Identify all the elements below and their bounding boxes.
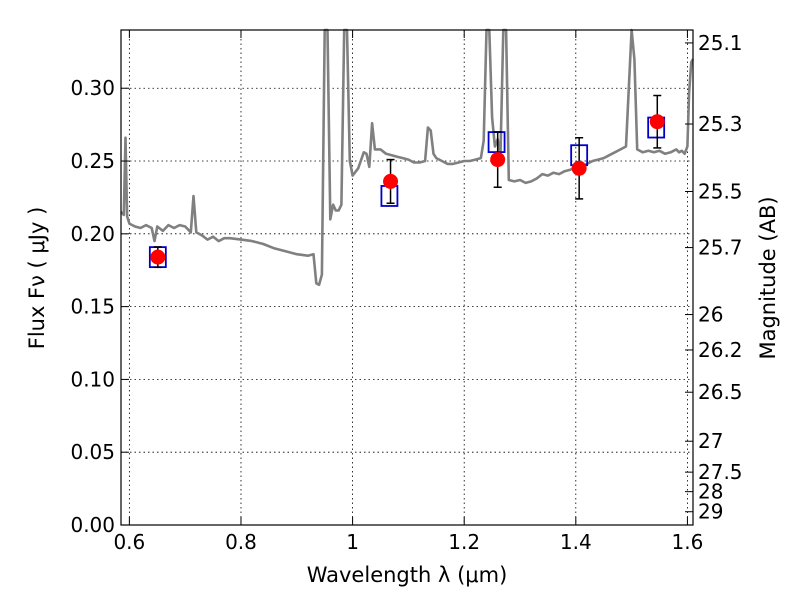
mag-tick-label: 26: [698, 303, 723, 327]
mag-tick-label: 26.2: [698, 338, 743, 362]
mag-tick-label: 25.5: [698, 179, 743, 203]
x-tick-label: 0.8: [225, 530, 257, 554]
x-tick-label: 1.6: [672, 530, 704, 554]
observed-photometry-layer: [150, 94, 665, 269]
x-tick-label: 0.6: [113, 530, 145, 554]
y-tick-label: 0.20: [70, 222, 115, 246]
y-tick-label: 0.30: [70, 76, 115, 100]
y-tick-label: 0.25: [70, 149, 115, 173]
y-tick-label: 0.05: [70, 440, 115, 464]
mag-tick-label: 28: [698, 480, 723, 504]
mag-tick-label: 27: [698, 429, 723, 453]
x-tick-label: 1: [346, 530, 359, 554]
mag-tick-label: 29: [698, 500, 723, 524]
observed-flux-point: [150, 249, 166, 265]
observed-flux-point: [649, 114, 665, 130]
mag-tick-label: 25.1: [698, 31, 743, 55]
observed-flux-point: [571, 160, 587, 176]
mag-tick-label: 25.7: [698, 236, 743, 260]
y-axis-label-left: Flux Fν ( μJy ): [25, 207, 49, 350]
y-tick-label: 0.15: [70, 295, 115, 319]
x-axis-label: Wavelength λ (μm): [307, 563, 508, 587]
model-spectrum-layer: [120, 28, 695, 287]
y-tick-label: 0.10: [70, 367, 115, 391]
x-tick-label: 1.2: [448, 530, 480, 554]
plot-area-background: [121, 30, 693, 525]
model-spectrum-line: [120, 28, 695, 287]
axis-ticks: 0.6 0.8 1 1.2 1.4 1.6 0.00 0.05 0.10 0.15 0.20 0.25…: [70, 30, 743, 554]
mag-tick-label: 27.5: [698, 460, 743, 484]
mag-tick-label: 25.3: [698, 112, 743, 136]
mag-tick-label: 26.5: [698, 380, 743, 404]
plot-frame: [120, 29, 694, 526]
y-axis-label-right: Magnitude (AB): [756, 196, 780, 359]
x-tick-label: 1.4: [560, 530, 592, 554]
observed-flux-point: [490, 152, 506, 168]
y-tick-label: 0.00: [70, 513, 115, 537]
observed-flux-point: [383, 173, 399, 189]
